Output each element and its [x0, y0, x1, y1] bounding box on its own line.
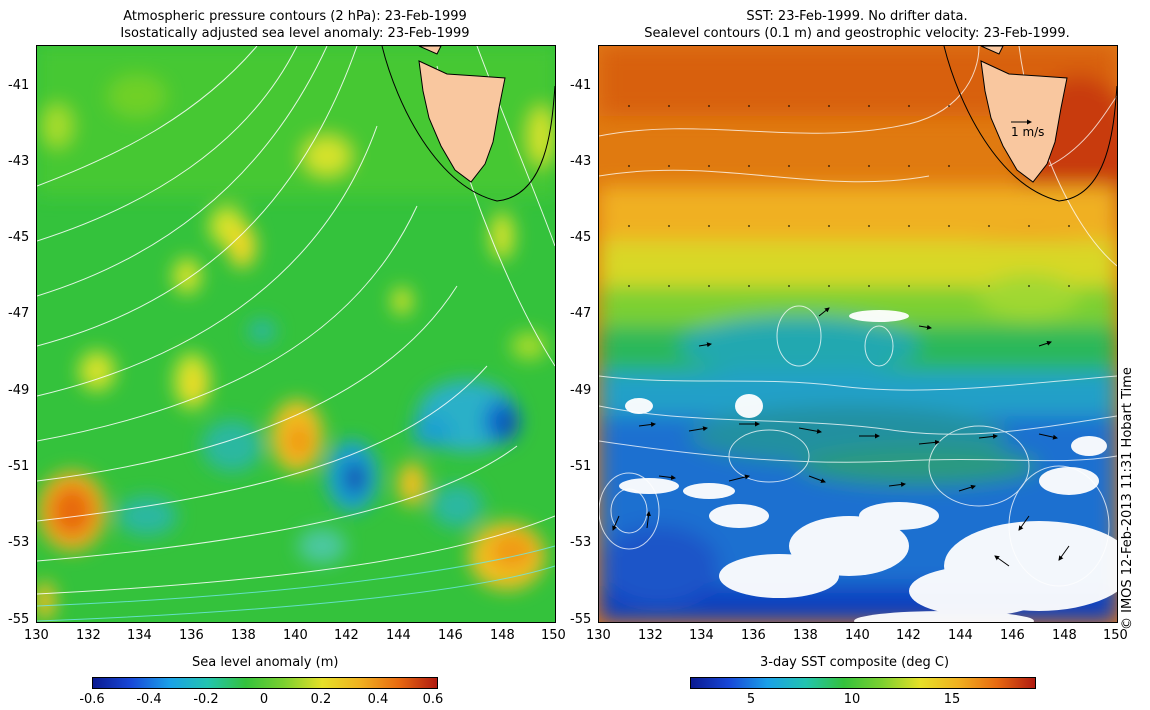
left-title-line1: Atmospheric pressure contours (2 hPa): 2… — [123, 9, 467, 24]
sla-colorbar-tick: -0.2 — [193, 692, 219, 707]
velocity-scale-label: 1 m/s — [1011, 125, 1045, 139]
sla-colorbar-label: Sea level anomaly (m) — [192, 655, 339, 670]
left-x-tick: 138 — [231, 628, 256, 643]
sla-colorbar — [92, 677, 438, 689]
sea-level-anomaly-map[interactable] — [36, 45, 556, 623]
left-x-tick: 142 — [334, 628, 359, 643]
tasmania-land — [418, 60, 506, 183]
left-y-tick: -41 — [8, 78, 30, 93]
left-title: Atmospheric pressure contours (2 hPa): 2… — [36, 8, 554, 42]
right-title-line2: Sealevel contours (0.1 m) and geostrophi… — [644, 26, 1070, 41]
left-y-tick: -53 — [8, 535, 30, 550]
right-x-tick: 138 — [793, 628, 818, 643]
right-title: SST: 23-Feb-1999. No drifter data. Seale… — [598, 8, 1116, 42]
velocity-arrows — [612, 307, 1070, 567]
right-y-tick: -47 — [570, 306, 592, 321]
left-x-tick: 148 — [490, 628, 515, 643]
right-x-tick: 130 — [586, 628, 611, 643]
left-x-tick: 132 — [76, 628, 101, 643]
left-x-tick: 150 — [541, 628, 566, 643]
right-y-tick: -49 — [570, 383, 592, 398]
left-y-tick: -45 — [8, 230, 30, 245]
right-x-tick: 140 — [845, 628, 870, 643]
right-x-tick: 146 — [1000, 628, 1025, 643]
right-y-tick: -43 — [570, 154, 592, 169]
left-x-tick: 134 — [127, 628, 152, 643]
right-y-tick: -41 — [570, 78, 592, 93]
left-y-tick: -55 — [8, 612, 30, 627]
sst-colorbar-tick: 5 — [746, 692, 756, 707]
sst-composite-map[interactable]: 1 m/s — [598, 45, 1118, 623]
right-x-tick: 148 — [1052, 628, 1077, 643]
sla-colorbar-tick: 0.4 — [367, 692, 389, 707]
cloud-mask — [619, 310, 1117, 622]
sst-colorbar-tick: 10 — [843, 692, 861, 707]
copyright-notice: © IMOS 12-Feb-2013 11:31 Hobart Time — [1120, 367, 1135, 630]
right-x-tick: 142 — [896, 628, 921, 643]
left-y-tick: -47 — [8, 306, 30, 321]
sla-colorbar-tick: -0.4 — [136, 692, 162, 707]
left-x-tick: 136 — [179, 628, 204, 643]
left-y-tick: -43 — [8, 154, 30, 169]
sealevel-contours — [599, 46, 1117, 587]
left-x-tick: 146 — [438, 628, 463, 643]
right-y-tick: -51 — [570, 459, 592, 474]
sst-colorbar-tick: 15 — [943, 692, 961, 707]
right-x-tick: 136 — [741, 628, 766, 643]
right-x-tick: 150 — [1103, 628, 1128, 643]
left-x-tick: 140 — [283, 628, 308, 643]
right-y-tick: -53 — [570, 535, 592, 550]
left-title-line2: Isostatically adjusted sea level anomaly… — [120, 26, 470, 41]
right-title-line1: SST: 23-Feb-1999. No drifter data. — [746, 9, 968, 24]
sst-colorbar — [690, 677, 1036, 689]
pressure-contours — [37, 46, 555, 595]
left-x-tick: 144 — [386, 628, 411, 643]
sla-colorbar-tick: 0 — [259, 692, 269, 707]
left-x-tick: 130 — [24, 628, 49, 643]
sla-colorbar-tick: 0.2 — [310, 692, 332, 707]
sst-colorbar-label: 3-day SST composite (deg C) — [760, 655, 950, 670]
velocity-dots — [628, 105, 1070, 287]
sla-colorbar-tick: 0.6 — [422, 692, 444, 707]
right-x-tick: 132 — [638, 628, 663, 643]
left-y-tick: -51 — [8, 459, 30, 474]
left-y-tick: -49 — [8, 383, 30, 398]
right-x-tick: 144 — [948, 628, 973, 643]
sla-colorbar-tick: -0.6 — [79, 692, 105, 707]
right-y-tick: -55 — [570, 612, 592, 627]
right-y-tick: -45 — [570, 230, 592, 245]
right-x-tick: 134 — [689, 628, 714, 643]
